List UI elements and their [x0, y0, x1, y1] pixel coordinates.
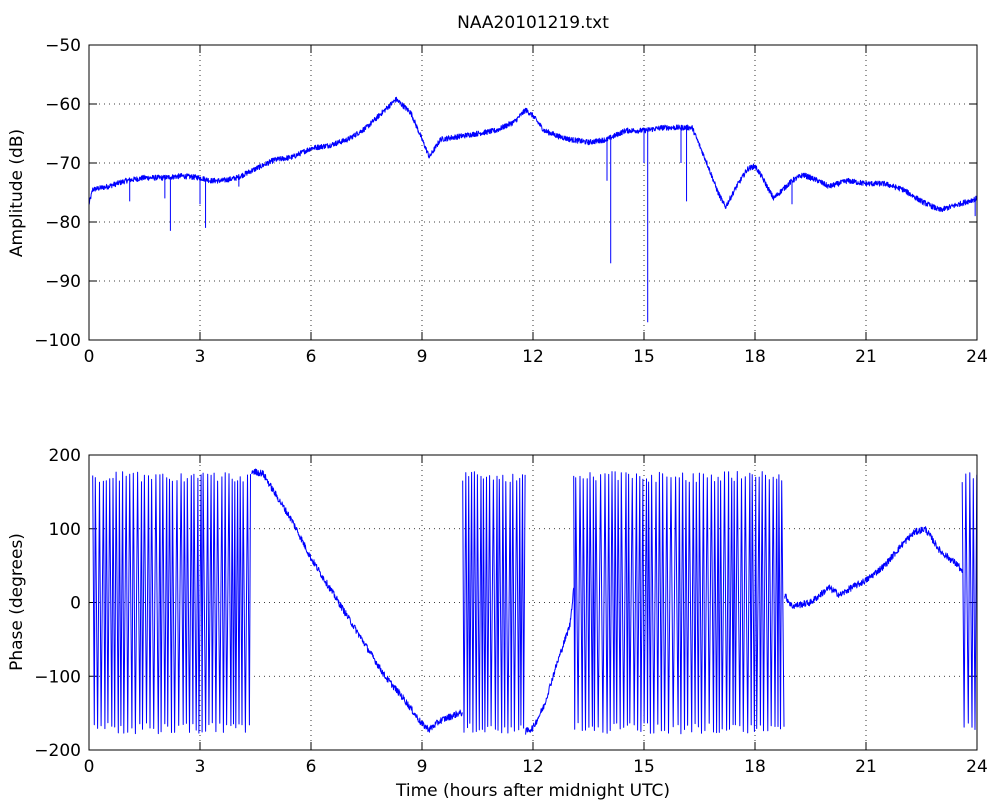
amplitude-x-tick-label: 21	[855, 347, 877, 367]
phase-wrap-band	[462, 471, 526, 734]
phase-y-tick-label: 200	[49, 446, 81, 466]
amplitude-y-tick-label: −100	[34, 331, 81, 351]
phase-y-tick-label: −200	[34, 741, 81, 761]
amplitude-trace	[88, 96, 978, 323]
phase-x-tick-label: 24	[966, 757, 988, 777]
phase-series-line	[525, 587, 575, 735]
amplitude-y-tick-label: −90	[45, 272, 81, 292]
phase-ticks: 0 3 6 9 12 15 18 21 24 −200 −100 0 100 200	[34, 446, 988, 777]
amplitude-x-tick-label: 15	[633, 347, 655, 367]
phase-x-tick-label: 12	[522, 757, 544, 777]
amplitude-axes-frame	[88, 44, 978, 341]
amplitude-x-tick-label: 24	[966, 347, 988, 367]
phase-wrap-band	[92, 471, 251, 735]
phase-axes-frame	[88, 454, 978, 751]
phase-x-tick-label: 15	[633, 757, 655, 777]
phase-x-tick-label: 0	[84, 757, 95, 777]
amplitude-grid	[89, 45, 977, 340]
phase-wrap-band	[573, 471, 785, 735]
phase-y-tick-label: 100	[49, 520, 81, 540]
phase-x-tick-label: 18	[744, 757, 766, 777]
amplitude-ticks: 0 3 6 9 12 15 18 21 24 −100 −90 −80 −70 −60 −50	[34, 36, 988, 367]
phase-wrap-band	[961, 472, 978, 730]
phase-y-tick-label: −100	[34, 667, 81, 687]
phase-y-label: Phase (degrees)	[7, 533, 27, 671]
amplitude-panel: NAA20101219.txt 0 3 6 9 12 15 18 21 24 −100 −90 −80…	[7, 13, 988, 367]
phase-panel: 0 3 6 9 12 15 18 21 24 −200 −100 0 100 200 Phase (deg…	[7, 446, 988, 801]
phase-x-tick-label: 9	[417, 757, 428, 777]
phase-trace	[92, 468, 978, 735]
amplitude-y-tick-label: −60	[45, 95, 81, 115]
amplitude-y-tick-label: −50	[45, 36, 81, 56]
amplitude-y-tick-label: −70	[45, 154, 81, 174]
phase-x-tick-label: 3	[195, 757, 206, 777]
amplitude-x-tick-label: 18	[744, 347, 766, 367]
phase-x-tick-label: 6	[306, 757, 317, 777]
phase-series-line	[251, 468, 463, 733]
phase-x-label: Time (hours after midnight UTC)	[395, 781, 670, 801]
amplitude-y-label: Amplitude (dB)	[7, 129, 27, 257]
amplitude-y-tick-label: −80	[45, 213, 81, 233]
amplitude-x-tick-label: 9	[417, 347, 428, 367]
amplitude-series-line	[88, 96, 978, 213]
amplitude-x-tick-label: 12	[522, 347, 544, 367]
phase-x-tick-label: 21	[855, 757, 877, 777]
chart-title: NAA20101219.txt	[457, 13, 609, 33]
amplitude-x-tick-label: 6	[306, 347, 317, 367]
phase-series-line	[784, 526, 963, 609]
amplitude-x-tick-label: 0	[84, 347, 95, 367]
amplitude-x-tick-label: 3	[195, 347, 206, 367]
phase-y-tick-label: 0	[70, 594, 81, 614]
